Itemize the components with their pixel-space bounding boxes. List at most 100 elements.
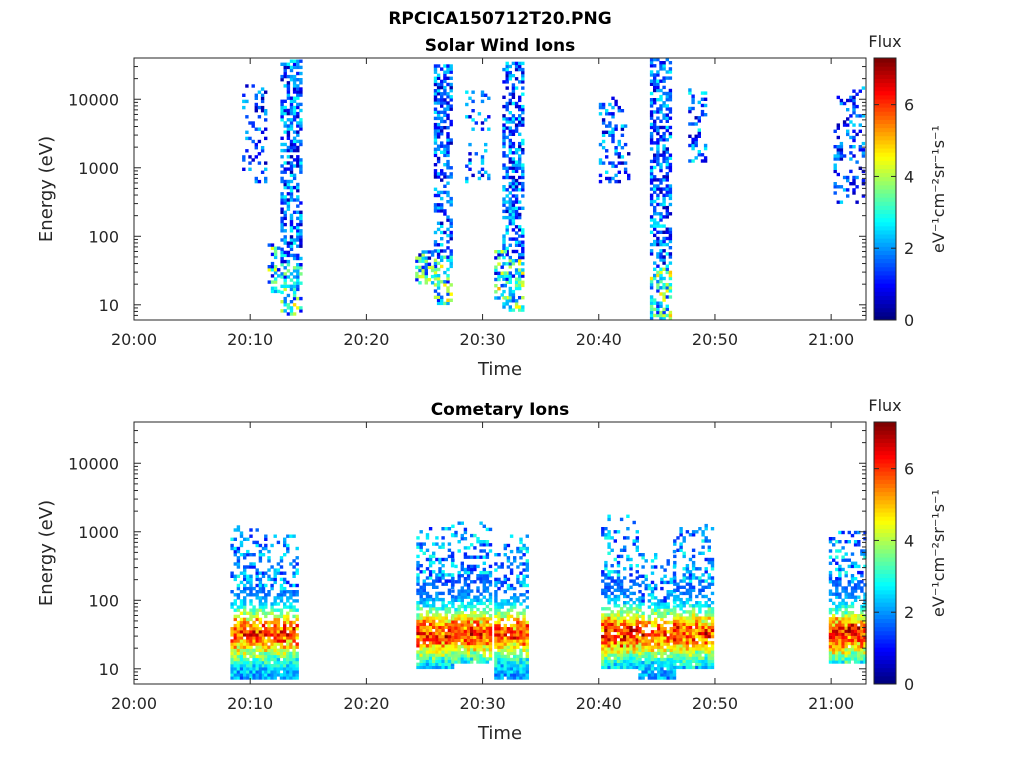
- spectrogram-cell: [292, 639, 296, 643]
- spectrogram-cell: [521, 181, 525, 186]
- spectrogram-cell: [502, 262, 506, 266]
- spectrogram-cell: [484, 93, 488, 97]
- spectrogram-cell: [649, 82, 654, 86]
- spectrogram-cell: [261, 676, 266, 680]
- spectrogram-cell: [509, 627, 514, 631]
- spectrogram-cell: [850, 651, 855, 655]
- spectrogram-cell: [249, 577, 253, 582]
- x-tick-label: 20:30: [460, 330, 506, 349]
- spectrogram-cell: [844, 638, 848, 643]
- spectrogram-cell: [647, 673, 652, 677]
- spectrogram-cell: [473, 635, 477, 639]
- spectrogram-cell: [428, 610, 433, 614]
- spectrogram-cell: [236, 620, 241, 625]
- spectrogram-cell: [463, 577, 468, 581]
- spectrogram-cell: [691, 604, 696, 608]
- spectrogram-cell: [838, 626, 842, 630]
- spectrogram-cell: [299, 78, 303, 82]
- spectrogram-cell: [506, 639, 511, 643]
- spectrogram-cell: [473, 648, 477, 652]
- spectrogram-cell: [511, 101, 516, 106]
- spectrogram-cell: [482, 635, 486, 639]
- spectrogram-cell: [511, 144, 516, 149]
- spectrogram-cell: [844, 574, 848, 578]
- spectrogram-cell: [446, 292, 450, 296]
- spectrogram-cell: [521, 249, 525, 254]
- spectrogram-cell: [286, 108, 291, 113]
- spectrogram-cell: [432, 631, 436, 636]
- spectrogram-cell: [832, 607, 836, 612]
- spectrogram-cell: [656, 193, 660, 197]
- spectrogram-cell: [488, 543, 493, 547]
- spectrogram-cell: [847, 629, 851, 633]
- spectrogram-cell: [663, 633, 667, 637]
- spectrogram-cell: [605, 170, 609, 174]
- spectrogram-cell: [249, 583, 253, 588]
- spectrogram-cell: [280, 136, 284, 140]
- spectrogram-cell: [521, 206, 525, 210]
- spectrogram-cell: [243, 571, 247, 575]
- spectrogram-cell: [295, 633, 299, 637]
- spectrogram-cell: [243, 667, 247, 671]
- spectrogram-cell: [644, 667, 648, 671]
- spectrogram-cell: [698, 527, 702, 531]
- spectrogram-cell: [666, 660, 670, 665]
- spectrogram-cell: [292, 534, 296, 538]
- spectrogram-cell: [688, 106, 692, 111]
- spectrogram-cell: [286, 62, 291, 66]
- spectrogram-cell: [497, 636, 501, 640]
- spectrogram-cell: [828, 620, 833, 624]
- spectrogram-cell: [688, 638, 693, 642]
- spectrogram-cell: [509, 602, 514, 606]
- spectrogram-cell: [611, 139, 615, 144]
- spectrogram-cell: [249, 574, 253, 578]
- spectrogram-cell: [838, 635, 842, 639]
- spectrogram-cell: [691, 613, 696, 617]
- spectrogram-cell: [613, 656, 617, 660]
- spectrogram-cell: [485, 580, 490, 584]
- spectrogram-cell: [463, 546, 468, 550]
- spectrogram-cell: [502, 215, 506, 220]
- spectrogram-cell: [503, 250, 507, 254]
- spectrogram-cell: [444, 656, 448, 660]
- spectrogram-cell: [710, 631, 715, 636]
- spectrogram-cell: [444, 622, 448, 626]
- spectrogram-cell: [261, 583, 266, 588]
- spectrogram-cell: [449, 166, 453, 170]
- spectrogram-cell: [438, 628, 442, 633]
- spectrogram-cell: [849, 98, 853, 103]
- spectrogram-cell: [251, 139, 255, 144]
- spectrogram-cell: [286, 253, 291, 258]
- spectrogram-cell: [672, 549, 677, 554]
- spectrogram-cell: [446, 76, 450, 80]
- spectrogram-cell: [299, 244, 303, 248]
- spectrogram-cell: [626, 527, 630, 531]
- spectrogram-cell: [649, 295, 654, 299]
- spectrogram-cell: [415, 278, 419, 282]
- spectrogram-cell: [261, 645, 266, 649]
- spectrogram-cell: [617, 109, 621, 113]
- spectrogram-cell: [460, 592, 464, 596]
- spectrogram-cell: [419, 548, 423, 552]
- spectrogram-cell: [267, 664, 271, 668]
- spectrogram-cell: [502, 144, 506, 149]
- spectrogram-cell: [295, 593, 299, 597]
- spectrogram-cell: [659, 125, 663, 130]
- spectrogram-cell: [654, 553, 658, 557]
- spectrogram-cell: [261, 664, 266, 668]
- spectrogram-cell: [255, 583, 259, 588]
- spectrogram-cell: [418, 265, 422, 270]
- spectrogram-cell: [509, 670, 514, 674]
- spectrogram-cell: [252, 614, 256, 619]
- spectrogram-cell: [649, 110, 654, 114]
- spectrogram-cell: [659, 258, 663, 262]
- spectrogram-cell: [695, 625, 699, 629]
- spectrogram-cell: [852, 123, 856, 127]
- spectrogram-cell: [279, 636, 284, 640]
- spectrogram-cell: [663, 673, 667, 677]
- spectrogram-cell: [626, 656, 630, 660]
- spectrogram-cell: [289, 596, 293, 600]
- spectrogram-cell: [673, 588, 677, 592]
- spectrogram-cell: [853, 583, 858, 587]
- spectrogram-cell: [273, 265, 278, 269]
